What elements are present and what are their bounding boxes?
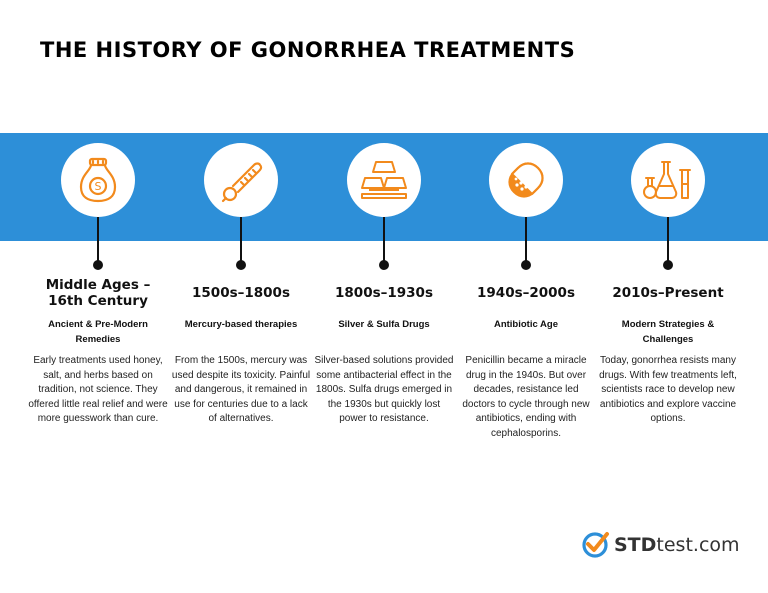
- era-description: Today, gonorrhea resists many drugs. Wit…: [599, 355, 737, 424]
- era-description: Penicillin became a miracle drug in the …: [462, 355, 590, 439]
- thermometer-icon: [204, 143, 278, 217]
- era-subtitle: Mercury-based therapies: [184, 319, 298, 330]
- timeline-connector: [383, 217, 385, 263]
- timeline-dot: [93, 260, 103, 270]
- logo-text-light: test.com: [656, 534, 740, 556]
- pill-capsule-icon: [489, 143, 563, 217]
- money-bag-icon: S: [61, 143, 135, 217]
- timeline-dot: [379, 260, 389, 270]
- timeline-dot: [236, 260, 246, 270]
- era-description: From the 1500s, mercury was used despite…: [171, 355, 311, 424]
- timeline-connector: [667, 217, 669, 263]
- era-label: 1940s–2000s: [477, 285, 575, 301]
- timeline-item-1500s: 1500s–1800s Mercury-based therapies From…: [171, 143, 311, 473]
- page-title: THE HISTORY OF GONORRHEA TREATMENTS: [40, 38, 576, 62]
- silver-bars-icon: [347, 143, 421, 217]
- timeline-item-1800s: 1800s–1930s Silver & Sulfa Drugs Silver-…: [314, 143, 454, 473]
- timeline-connector: [240, 217, 242, 263]
- era-subtitle: Antibiotic Age: [493, 319, 559, 330]
- timeline-dot: [663, 260, 673, 270]
- lab-flasks-icon: [631, 143, 705, 217]
- stdtest-logo: STDtest.com: [580, 530, 740, 560]
- era-subtitle: Silver & Sulfa Drugs: [338, 319, 430, 330]
- era-subtitle: Modern Strategies & Challenges: [621, 319, 715, 345]
- timeline-dot: [521, 260, 531, 270]
- era-label: 1800s–1930s: [335, 285, 433, 301]
- timeline-connector: [97, 217, 99, 263]
- svg-text:S: S: [95, 180, 102, 193]
- era-subtitle: Ancient & Pre-Modern Remedies: [48, 319, 148, 345]
- era-label: 2010s–Present: [612, 285, 724, 301]
- era-label: Middle Ages – 16th Century: [45, 277, 151, 309]
- era-description: Silver-based solutions provided some ant…: [314, 355, 454, 424]
- timeline-item-1940s: 1940s–2000s Antibiotic Age Penicillin be…: [456, 143, 596, 473]
- check-circle-icon: [582, 532, 609, 558]
- timeline-connector: [525, 217, 527, 263]
- timeline-item-2010s: 2010s–Present Modern Strategies & Challe…: [598, 143, 738, 473]
- era-description: Early treatments used honey, salt, and h…: [28, 355, 168, 424]
- timeline-item-middle-ages: S Middle Ages – 16th Century Ancient & P…: [28, 143, 168, 473]
- logo-text: STDtest.com: [614, 534, 740, 556]
- logo-text-bold: STD: [614, 534, 657, 556]
- era-label: 1500s–1800s: [192, 285, 290, 301]
